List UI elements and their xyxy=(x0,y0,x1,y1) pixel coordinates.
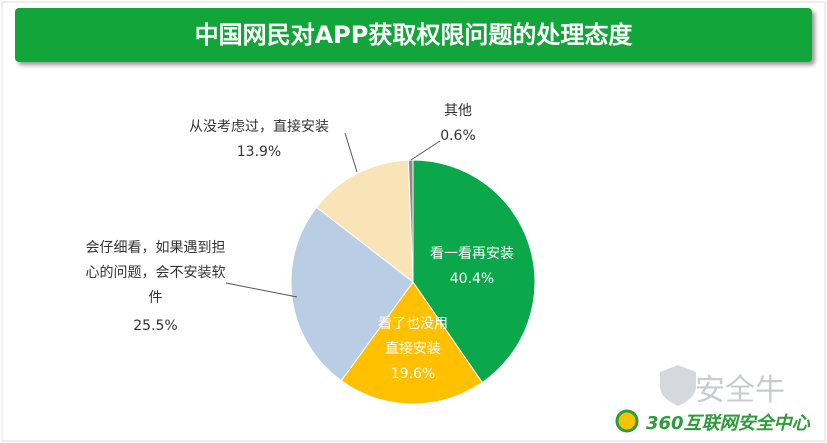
value-label: 13.9% xyxy=(236,144,282,160)
watermark: 安全牛 xyxy=(695,373,785,408)
pie-slice xyxy=(407,159,414,283)
slice-label: 从没考虑过，直接安装 xyxy=(189,119,329,135)
value-label: 0.6% xyxy=(440,128,476,144)
chart-title: 中国网民对APP获取权限问题的处理态度 xyxy=(15,8,812,62)
brand-logo xyxy=(615,409,639,433)
pie-slice xyxy=(290,206,414,382)
slice-label: 看了也没用直接安装 xyxy=(378,316,448,357)
brand: 360互联网安全中心 xyxy=(646,413,810,434)
pie-slice xyxy=(412,159,536,384)
pie xyxy=(290,159,536,405)
watermark-shield xyxy=(660,365,696,406)
slice-label: 看一看再安装 xyxy=(430,246,514,262)
leaders xyxy=(225,132,441,298)
pie-slice xyxy=(340,281,483,405)
pie-slice xyxy=(315,159,414,284)
slice-label: 其他 xyxy=(444,103,472,119)
value-label: 40.4% xyxy=(449,271,495,287)
leader-line xyxy=(410,140,441,161)
value-label: 19.6% xyxy=(390,366,436,382)
leader-line xyxy=(225,282,298,298)
value-label: 25.5% xyxy=(133,318,178,334)
slice-label: 会仔细看，如果遇到担心的问题，会不安装软件 xyxy=(85,240,226,306)
leader-line xyxy=(344,132,358,173)
